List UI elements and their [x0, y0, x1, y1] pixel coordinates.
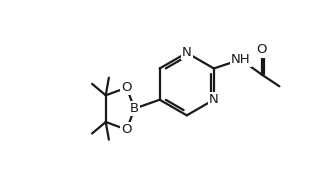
Text: NH: NH	[231, 53, 251, 66]
Text: N: N	[182, 46, 192, 59]
Text: O: O	[122, 123, 132, 136]
Text: N: N	[209, 93, 219, 106]
Text: B: B	[130, 102, 139, 115]
Text: O: O	[256, 43, 267, 56]
Text: O: O	[122, 81, 132, 94]
